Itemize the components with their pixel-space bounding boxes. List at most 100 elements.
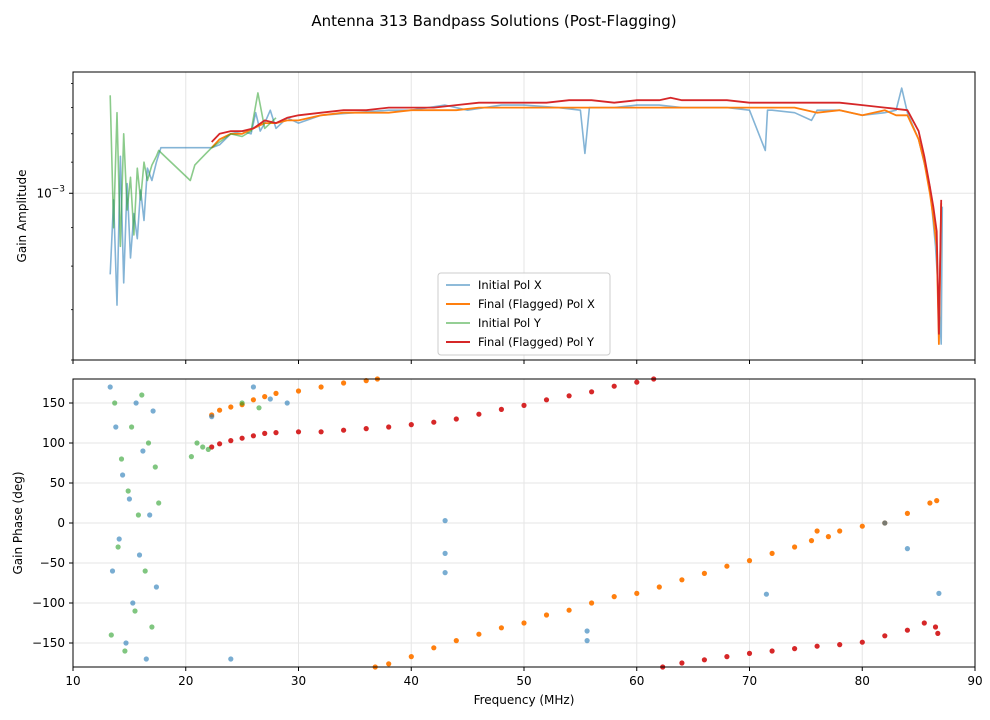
ph-point-initial-pol-x (442, 518, 448, 524)
ph-series-initial-pol-x (107, 384, 942, 662)
ph-ytick-label--100: −100 (32, 596, 65, 610)
ph-point-final-flagged-pol-x (746, 558, 753, 564)
ph-point-initial-pol-x (936, 590, 942, 597)
ph-point-initial-pol-y (156, 500, 162, 506)
ph-point-final-flagged-pol-y (769, 648, 775, 654)
ph-point-final-flagged-pol-y (318, 429, 324, 435)
legend-entry-final-pol-x: Final (Flagged) Pol X (446, 297, 595, 311)
ph-xtick-label-50: 50 (516, 674, 531, 688)
phase-grid (72, 379, 976, 667)
ph-point-initial-pol-y (194, 440, 200, 446)
ph-point-final-flagged-pol-y (746, 650, 753, 657)
ph-point-final-flagged-pol-x (927, 500, 933, 506)
ph-point-final-flagged-pol-x (476, 631, 482, 637)
ph-point-final-flagged-pol-y (262, 430, 268, 436)
ph-point-initial-pol-y (132, 608, 138, 614)
ph-point-initial-pol-y (142, 568, 148, 574)
ph-point-final-flagged-pol-x (904, 510, 911, 516)
amplitude-panel: 10−3 Gain Amplitude Initial Pol X Final … (15, 71, 976, 364)
ph-point-final-flagged-pol-y (611, 383, 617, 389)
ph-point-initial-pol-y (205, 446, 211, 452)
ph-point-final-flagged-pol-y (724, 654, 730, 660)
ph-point-final-flagged-pol-x (250, 397, 256, 403)
ph-point-final-flagged-pol-x (825, 534, 832, 540)
ph-point-final-flagged-pol-y (566, 393, 572, 399)
ph-point-final-flagged-pol-y (701, 657, 708, 663)
ph-point-initial-pol-y (135, 512, 141, 518)
ph-point-final-flagged-pol-x (262, 394, 268, 400)
ph-point-final-flagged-pol-y (921, 620, 927, 626)
ph-ytick-label--50: −50 (40, 556, 65, 570)
ph-point-final-flagged-pol-y (386, 424, 392, 430)
ph-point-initial-pol-x (126, 496, 132, 502)
ph-point-initial-pol-y (108, 632, 114, 638)
amp-line-initial-pol-y (109, 92, 277, 248)
ph-point-final-flagged-pol-x (792, 544, 798, 550)
ph-point-final-flagged-pol-y (814, 643, 820, 649)
ph-point-final-flagged-pol-x (724, 563, 730, 569)
ph-point-initial-pol-y (115, 544, 121, 550)
ph-point-final-flagged-pol-y (431, 419, 437, 425)
ph-point-initial-pol-x (209, 414, 215, 420)
ph-point-initial-pol-y (145, 440, 152, 446)
ph-point-initial-pol-x (153, 584, 159, 590)
ph-point-initial-pol-x (584, 638, 590, 644)
ph-point-initial-pol-x (109, 568, 116, 574)
ph-point-final-flagged-pol-y (498, 406, 504, 412)
ph-point-initial-pol-y (149, 624, 155, 630)
ph-point-final-flagged-pol-y (295, 429, 302, 435)
ph-point-final-flagged-pol-x (589, 600, 595, 606)
ph-point-final-flagged-pol-y (859, 639, 865, 645)
ph-series-initial-pol-y (108, 392, 262, 654)
ph-point-final-flagged-pol-y (476, 411, 482, 417)
ph-point-initial-pol-x (147, 512, 153, 518)
amp-line-final-flagged-pol-y (211, 96, 943, 335)
ph-point-initial-pol-x (120, 472, 126, 478)
ph-point-final-flagged-pol-y (250, 433, 256, 439)
ph-point-final-flagged-pol-x (273, 390, 279, 396)
ph-point-initial-pol-x (136, 552, 143, 558)
ph-point-final-flagged-pol-y (589, 389, 595, 395)
ph-point-initial-pol-x (763, 591, 770, 597)
ph-point-final-flagged-pol-y (408, 422, 414, 428)
amp-ytick-label-0: 10−3 (36, 184, 65, 200)
ph-point-final-flagged-pol-x (859, 523, 865, 529)
ph-point-final-flagged-pol-y (904, 627, 911, 633)
amplitude-series (109, 87, 944, 346)
ph-point-initial-pol-x (123, 640, 129, 646)
ph-point-final-flagged-pol-x (814, 528, 820, 534)
ph-xtick-label-90: 90 (967, 674, 982, 688)
ph-point-final-flagged-pol-x (566, 607, 572, 613)
ph-point-initial-pol-x (442, 570, 448, 576)
ph-xtick-label-30: 30 (291, 674, 306, 688)
legend-entry-final-pol-y: Final (Flagged) Pol Y (446, 335, 595, 349)
ph-series-final-flagged-pol-x (209, 376, 940, 670)
legend-label-final-pol-x: Final (Flagged) Pol X (478, 297, 595, 311)
ph-point-final-flagged-pol-y (363, 426, 369, 432)
ph-point-final-flagged-pol-x (408, 654, 414, 660)
ph-point-initial-pol-x (228, 656, 234, 662)
ph-point-final-flagged-pol-y (453, 416, 459, 422)
ph-point-initial-pol-x (107, 384, 113, 390)
legend: Initial Pol X Final (Flagged) Pol X Init… (437, 272, 611, 356)
ph-point-final-flagged-pol-y (273, 430, 279, 436)
ph-point-final-flagged-pol-y (932, 624, 939, 630)
ph-point-initial-pol-x (150, 408, 156, 414)
ph-point-final-flagged-pol-x (341, 380, 347, 386)
ph-point-final-flagged-pol-x (701, 570, 708, 577)
ph-point-final-flagged-pol-x (543, 612, 550, 618)
legend-entry-initial-pol-x: Initial Pol X (446, 278, 542, 292)
ph-point-final-flagged-pol-x (837, 528, 843, 534)
ph-point-final-flagged-pol-y (217, 441, 223, 447)
ph-xtick-label-60: 60 (629, 674, 644, 688)
ph-point-final-flagged-pol-x (521, 620, 527, 626)
ph-xtick-label-10: 10 (65, 674, 80, 688)
legend-entry-initial-pol-y: Initial Pol Y (446, 316, 542, 330)
ph-point-initial-pol-x (882, 520, 888, 526)
ph-ytick-label-100: 100 (42, 436, 65, 450)
ph-point-initial-pol-x (130, 600, 136, 606)
ph-point-initial-pol-y (112, 400, 118, 406)
ph-point-initial-pol-x (140, 448, 146, 454)
ph-point-initial-pol-x (904, 546, 911, 552)
